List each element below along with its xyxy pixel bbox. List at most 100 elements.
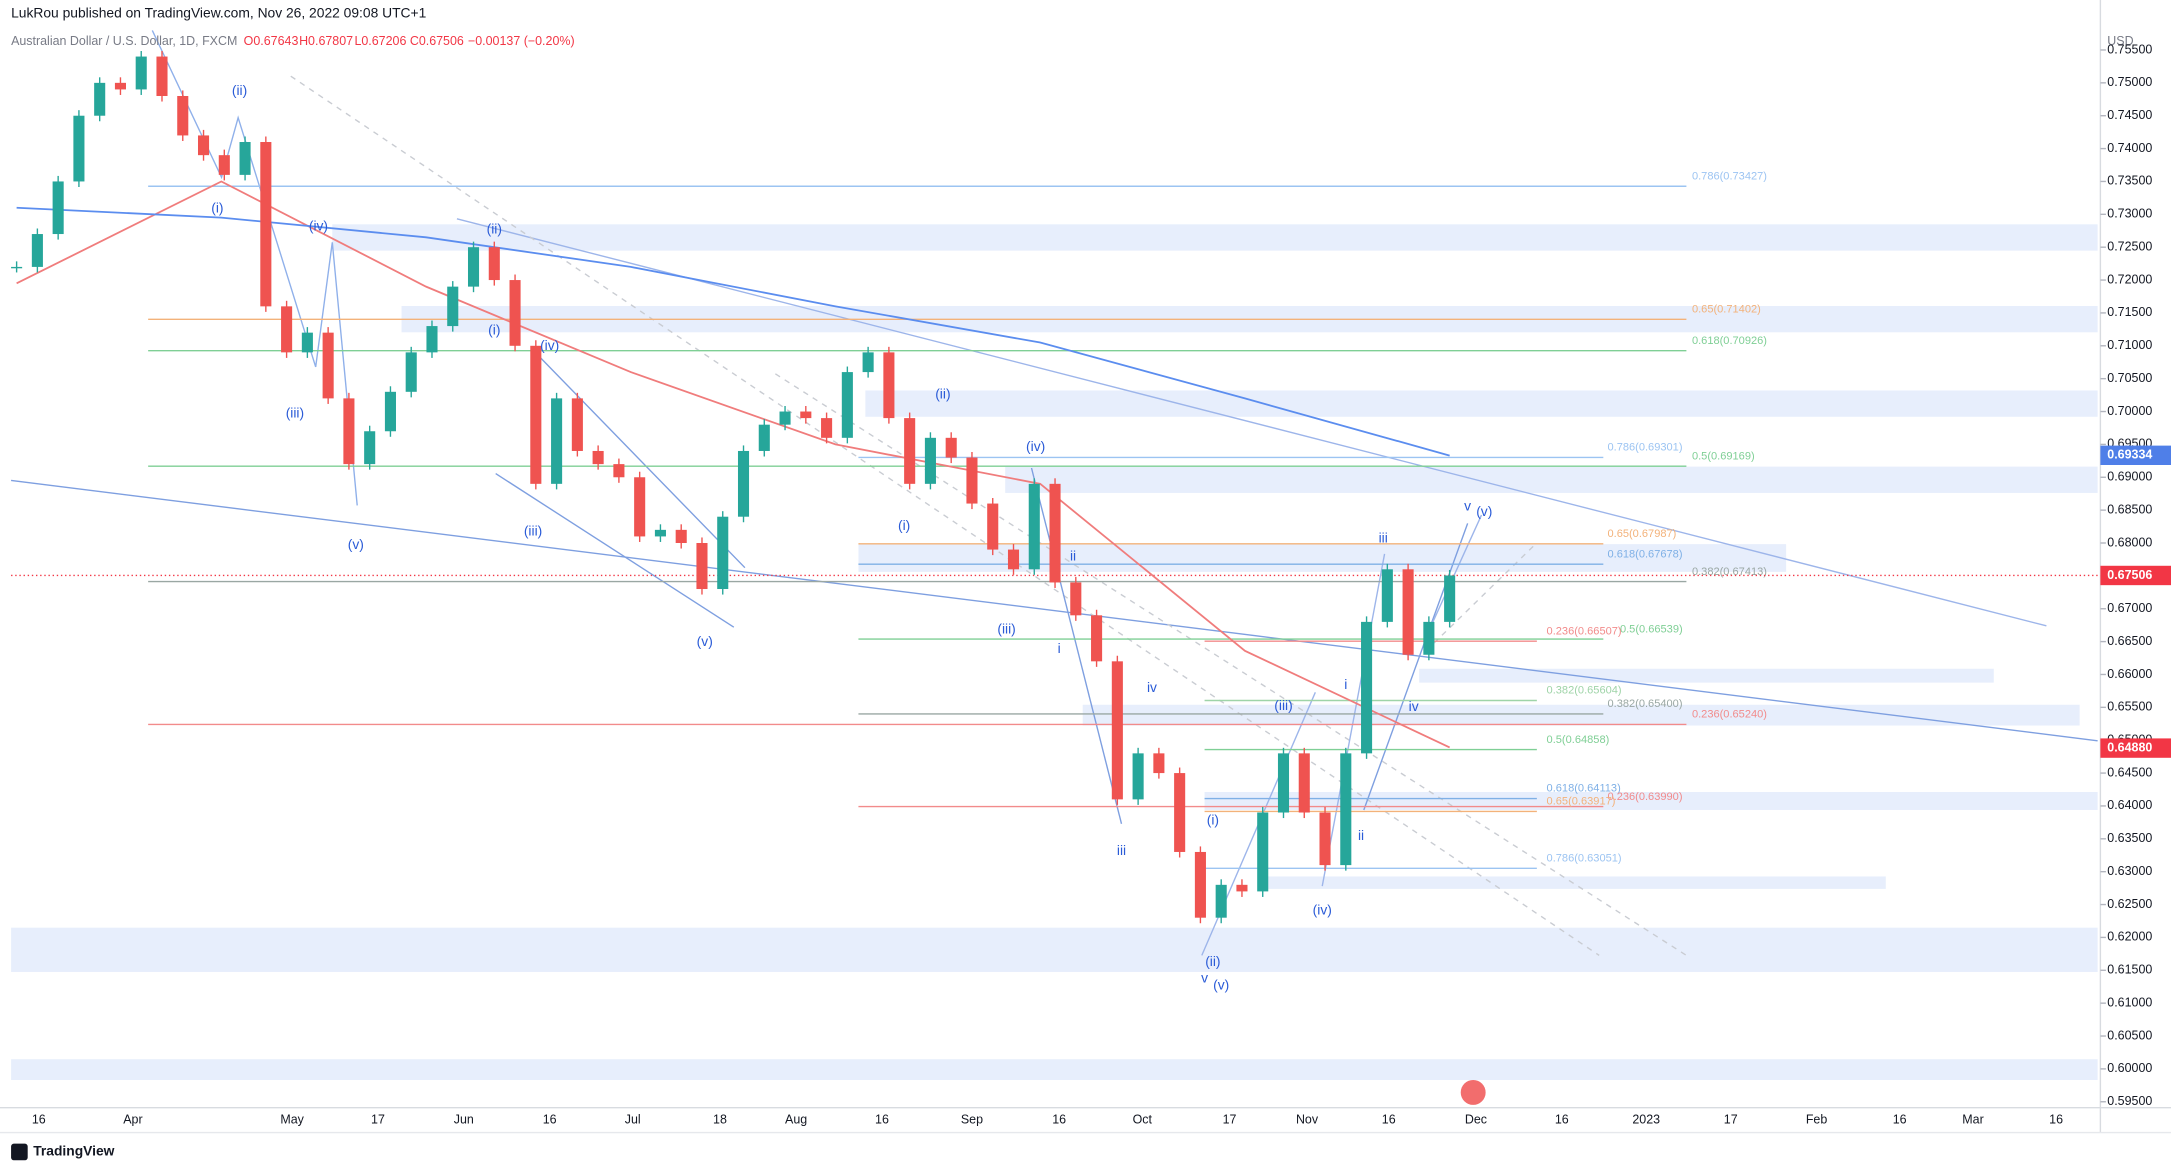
candle bbox=[904, 418, 916, 484]
candle bbox=[11, 266, 23, 269]
candle bbox=[218, 155, 230, 175]
candle bbox=[987, 503, 999, 550]
candle bbox=[551, 398, 563, 484]
candle bbox=[1257, 812, 1269, 892]
candle bbox=[1381, 569, 1393, 622]
candle bbox=[156, 56, 168, 96]
candle bbox=[135, 56, 147, 90]
price-badge-label: 0.69334 bbox=[2107, 448, 2152, 462]
fib-label: 0.382(0.65400) bbox=[1607, 698, 1682, 710]
candle bbox=[945, 437, 957, 458]
y-tick-label: 0.64000 bbox=[2107, 798, 2152, 812]
candle bbox=[239, 142, 251, 175]
fib-label: 0.786(0.63051) bbox=[1547, 853, 1622, 865]
y-tick-label: 0.75000 bbox=[2107, 75, 2152, 89]
fib-label: 0.618(0.70926) bbox=[1692, 335, 1767, 347]
zone bbox=[1419, 668, 1994, 683]
candle bbox=[613, 464, 625, 478]
wave-label: (i) bbox=[488, 322, 500, 338]
fib-label: 0.236(0.66507) bbox=[1547, 625, 1622, 637]
candle bbox=[281, 306, 293, 353]
x-tick-label: 16 bbox=[2049, 1112, 2063, 1126]
wave-label: (iv) bbox=[1026, 438, 1045, 454]
x-tick-label: 16 bbox=[1052, 1112, 1066, 1126]
wave-label: (v) bbox=[348, 536, 364, 552]
wave-label: iii bbox=[1379, 529, 1388, 545]
candle bbox=[509, 280, 521, 346]
candle bbox=[177, 95, 189, 136]
zone bbox=[1204, 791, 2098, 810]
wave-line bbox=[151, 30, 358, 506]
candle bbox=[1070, 582, 1082, 616]
fib-label: 0.382(0.65604) bbox=[1547, 685, 1622, 697]
zone bbox=[11, 1059, 2098, 1080]
candle bbox=[654, 529, 666, 537]
y-tick-label: 0.60000 bbox=[2107, 1061, 2152, 1075]
y-tick-label: 0.63500 bbox=[2107, 831, 2152, 845]
fib-label: 0.5(0.66539) bbox=[1620, 623, 1683, 635]
x-tick-label: 16 bbox=[1555, 1112, 1569, 1126]
y-tick-label: 0.72500 bbox=[2107, 239, 2152, 253]
trendline bbox=[10, 479, 2098, 742]
candle bbox=[94, 82, 106, 116]
wave-label: v bbox=[1464, 497, 1471, 513]
wave-label: (iii) bbox=[286, 405, 304, 421]
wave-label: (v) bbox=[697, 633, 713, 649]
candle bbox=[1028, 483, 1040, 570]
x-tick-label: Sep bbox=[961, 1112, 983, 1126]
price-badge bbox=[2100, 445, 2171, 466]
candle bbox=[73, 115, 85, 182]
x-tick-label: Jul bbox=[625, 1112, 641, 1126]
x-tick-label: May bbox=[280, 1112, 304, 1126]
x-tick-label: 16 bbox=[543, 1112, 557, 1126]
candle bbox=[1111, 661, 1123, 800]
y-tick-label: 0.61500 bbox=[2107, 963, 2152, 977]
y-tick-label: 0.71000 bbox=[2107, 338, 2152, 352]
candle bbox=[1091, 615, 1103, 662]
fib-label: 0.65(0.67987) bbox=[1607, 528, 1676, 540]
trendline bbox=[539, 356, 746, 569]
y-tick-label: 0.59500 bbox=[2107, 1094, 2152, 1108]
event-icon[interactable] bbox=[1460, 1079, 1486, 1105]
x-tick-label: Mar bbox=[1962, 1112, 1983, 1126]
y-tick-label: 0.74000 bbox=[2107, 141, 2152, 155]
fib-label: 0.5(0.69169) bbox=[1692, 450, 1755, 462]
candle bbox=[800, 411, 812, 419]
candle bbox=[530, 345, 542, 484]
candle bbox=[343, 398, 355, 465]
candle bbox=[675, 529, 687, 544]
candle bbox=[488, 247, 500, 281]
wave-label: i bbox=[1058, 640, 1061, 656]
fib-label: 0.618(0.64113) bbox=[1547, 783, 1621, 795]
y-tick-label: 0.62000 bbox=[2107, 930, 2152, 944]
wave-label: (i) bbox=[898, 517, 910, 533]
zone bbox=[1266, 876, 1886, 889]
candle bbox=[1174, 773, 1186, 852]
y-tick-label: 0.66000 bbox=[2107, 667, 2152, 681]
brand: TradingView bbox=[33, 1143, 114, 1159]
wave-label: ii bbox=[1070, 547, 1076, 563]
candle bbox=[696, 543, 708, 590]
candle bbox=[1319, 812, 1331, 866]
trendline bbox=[290, 75, 1600, 956]
x-tick-label: 17 bbox=[1223, 1112, 1237, 1126]
x-tick-label: 18 bbox=[713, 1112, 727, 1126]
candle bbox=[1298, 753, 1310, 813]
fib-label: 0.236(0.63990) bbox=[1607, 791, 1682, 803]
candle bbox=[426, 326, 438, 353]
candle bbox=[364, 431, 376, 465]
candle bbox=[447, 286, 459, 327]
legend-symbol: Australian Dollar / U.S. Dollar, 1D, FXC… bbox=[11, 34, 237, 48]
candle bbox=[1194, 851, 1206, 918]
candle bbox=[197, 135, 210, 156]
y-tick-label: 0.70500 bbox=[2107, 371, 2152, 385]
y-tick-label: 0.68000 bbox=[2107, 535, 2152, 549]
y-tick-label: 0.75500 bbox=[2107, 42, 2152, 56]
legend-close: C0.67506 bbox=[410, 34, 464, 48]
candle bbox=[405, 352, 417, 392]
wave-label: (ii) bbox=[1205, 953, 1220, 969]
candle bbox=[841, 372, 853, 438]
zone bbox=[1082, 704, 2080, 726]
candle bbox=[717, 516, 729, 590]
x-tick-label: 17 bbox=[1724, 1112, 1738, 1126]
